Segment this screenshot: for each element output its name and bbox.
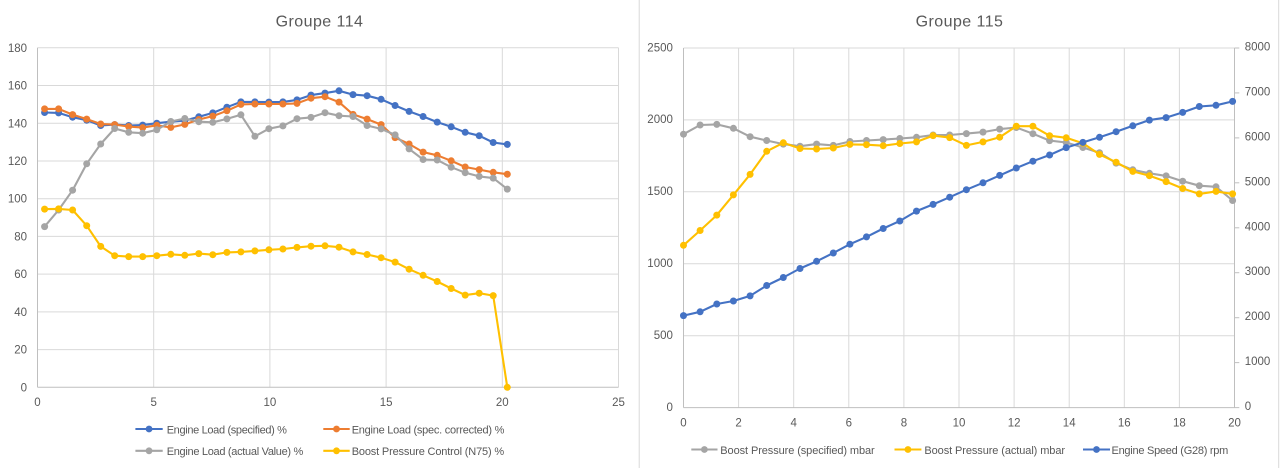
svg-text:0: 0 (21, 382, 27, 394)
svg-text:10: 10 (953, 418, 966, 430)
svg-text:0: 0 (666, 402, 672, 414)
svg-text:4000: 4000 (1245, 221, 1271, 233)
svg-text:0: 0 (34, 397, 40, 409)
svg-text:25: 25 (612, 397, 625, 409)
svg-text:1000: 1000 (1245, 356, 1271, 368)
svg-text:3000: 3000 (1245, 266, 1271, 278)
svg-text:2: 2 (735, 418, 741, 430)
svg-text:Groupe 114: Groupe 114 (276, 13, 364, 30)
svg-text:Engine Load (specified) %: Engine Load (specified) % (167, 424, 287, 436)
svg-text:16: 16 (1118, 418, 1131, 430)
svg-text:2000: 2000 (647, 114, 673, 126)
svg-text:2000: 2000 (1245, 311, 1271, 323)
svg-text:120: 120 (8, 156, 27, 168)
svg-text:12: 12 (1008, 418, 1021, 430)
svg-text:5: 5 (150, 397, 156, 409)
svg-text:20: 20 (14, 345, 27, 357)
svg-text:5000: 5000 (1245, 176, 1271, 188)
svg-text:Engine Load (actual Value) %: Engine Load (actual Value) % (167, 446, 304, 458)
svg-text:Boost Pressure Control (N75) %: Boost Pressure Control (N75) % (352, 446, 505, 458)
svg-text:18: 18 (1173, 418, 1186, 430)
svg-text:6: 6 (846, 418, 852, 430)
svg-text:2500: 2500 (647, 42, 673, 54)
svg-text:1000: 1000 (647, 258, 673, 270)
svg-text:160: 160 (8, 81, 27, 93)
svg-text:6000: 6000 (1245, 131, 1271, 143)
svg-text:Engine Speed (G28) rpm: Engine Speed (G28) rpm (1112, 445, 1229, 457)
svg-text:140: 140 (8, 118, 27, 130)
svg-text:0: 0 (680, 418, 686, 430)
svg-text:Engine Load (spec. corrected): Engine Load (spec. corrected) % (352, 424, 505, 436)
svg-text:7000: 7000 (1245, 86, 1271, 98)
svg-text:8: 8 (901, 418, 907, 430)
svg-text:14: 14 (1063, 418, 1076, 430)
svg-text:20: 20 (496, 397, 509, 409)
svg-text:8000: 8000 (1245, 42, 1271, 54)
svg-text:4: 4 (790, 418, 797, 430)
svg-text:60: 60 (14, 269, 27, 281)
svg-text:40: 40 (14, 307, 27, 319)
svg-text:180: 180 (8, 43, 27, 55)
svg-text:0: 0 (1245, 401, 1251, 413)
svg-text:500: 500 (654, 330, 673, 342)
svg-text:Boost Pressure (actual) mbar: Boost Pressure (actual) mbar (924, 445, 1065, 457)
svg-text:10: 10 (264, 397, 277, 409)
svg-text:15: 15 (380, 397, 393, 409)
svg-text:80: 80 (14, 231, 27, 243)
svg-text:20: 20 (1228, 418, 1241, 430)
svg-text:1500: 1500 (647, 186, 673, 198)
svg-text:100: 100 (8, 194, 27, 206)
svg-text:Groupe 115: Groupe 115 (916, 13, 1004, 30)
svg-text:Boost Pressure (specified) mba: Boost Pressure (specified) mbar (720, 445, 875, 457)
